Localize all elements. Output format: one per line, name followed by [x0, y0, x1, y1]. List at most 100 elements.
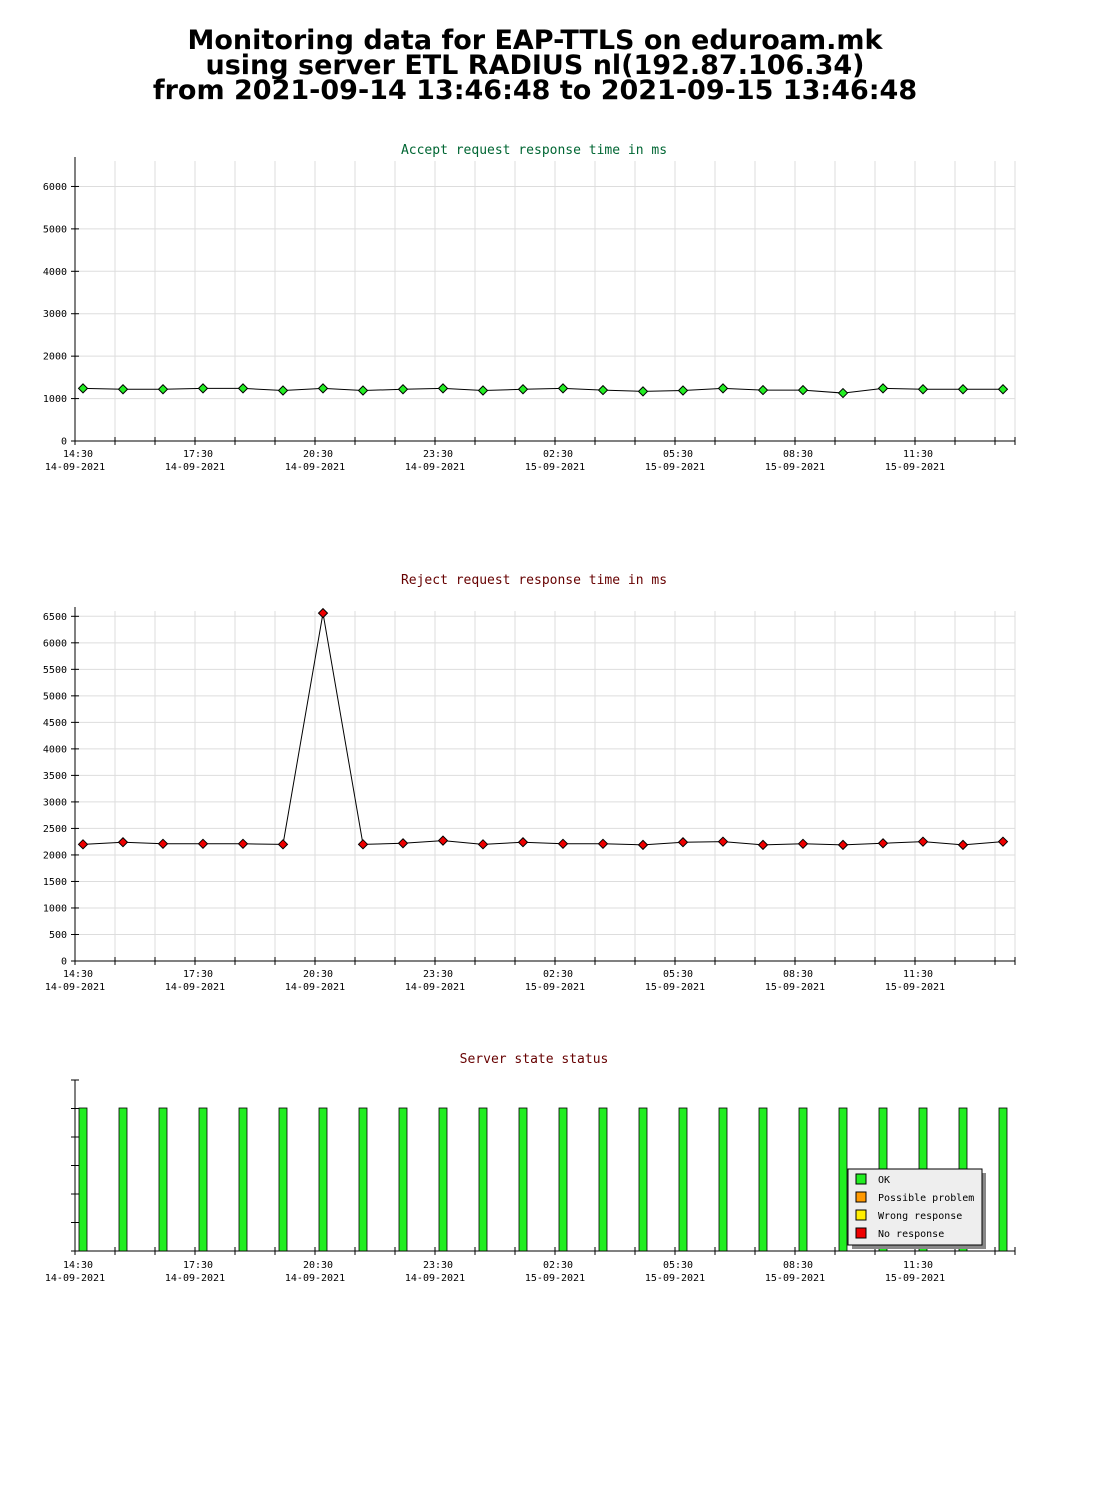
reject-chart-data-point: [277, 839, 289, 850]
reject-chart-y-tick-label: 6500: [43, 612, 67, 623]
accept-chart-series-line: [82, 387, 1003, 394]
status-chart-bar: [358, 1107, 368, 1252]
status-chart-bar: [78, 1107, 88, 1252]
reject-chart-data-point: [997, 836, 1009, 847]
status-chart-x-tick-time: 20:30: [303, 1260, 333, 1271]
status-chart-bar: [558, 1107, 568, 1252]
reject-chart-data-point: [77, 839, 89, 850]
status-chart-bar: [438, 1107, 448, 1252]
reject-chart-x-tick-time: 14:30: [63, 969, 93, 980]
accept-chart-x-tick-date: 15-09-2021: [645, 462, 705, 473]
reject-chart-y-tick-label: 5500: [43, 665, 67, 676]
reject-chart-x-tick-date: 15-09-2021: [885, 982, 945, 993]
status-chart-bar: [758, 1107, 768, 1252]
reject-chart-x-tick-date: 14-09-2021: [45, 982, 105, 993]
status-chart-x-tick-date: 14-09-2021: [405, 1273, 465, 1284]
reject-chart-x-tick-date: 15-09-2021: [765, 982, 825, 993]
accept-chart-data-point: [677, 385, 689, 396]
status-chart-x-tick-time: 08:30: [783, 1260, 813, 1271]
status-chart-x-tick-date: 14-09-2021: [45, 1273, 105, 1284]
reject-chart-data-point: [237, 838, 249, 850]
status-chart-legend-label: No response: [878, 1229, 944, 1240]
page-title-line2: using server ETL RADIUS nl(192.87.106.34…: [205, 50, 865, 81]
accept-chart-y-tick-label: 1000: [43, 394, 67, 405]
accept-chart-x-tick-time: 05:30: [663, 449, 693, 460]
accept-chart-x-tick-time: 17:30: [183, 449, 213, 460]
reject-chart-x-tick-date: 14-09-2021: [165, 982, 225, 993]
reject-chart-data-point: [557, 838, 569, 850]
reject-chart-x-tick-time: 05:30: [663, 969, 693, 980]
accept-chart-data-point: [517, 384, 529, 395]
accept-chart-y-tick-label: 4000: [43, 267, 67, 278]
accept-chart-x-tick-date: 14-09-2021: [45, 462, 105, 473]
status-chart-x-tick-date: 14-09-2021: [165, 1273, 225, 1284]
reject-chart-data-point: [117, 837, 129, 848]
reject-chart-y-tick-label: 4500: [43, 718, 67, 729]
status-chart-bar: [518, 1107, 528, 1252]
accept-chart-data-point: [917, 384, 929, 395]
accept-chart-y-tick-label: 2000: [43, 352, 67, 363]
accept-chart-x-tick-time: 23:30: [423, 449, 453, 460]
accept-chart-data-point: [357, 385, 369, 396]
status-chart-title: Server state status: [460, 1052, 609, 1067]
status-chart-legend-label: OK: [878, 1175, 890, 1186]
accept-chart-y-tick-label: 6000: [43, 182, 67, 193]
accept-chart-data-point: [877, 383, 889, 394]
reject-chart-y-tick-label: 0: [61, 957, 67, 968]
reject-chart-y-tick-label: 6000: [43, 638, 67, 649]
accept-chart-data-point: [997, 384, 1009, 395]
accept-chart-data-point: [557, 383, 569, 394]
reject-chart-data-point: [317, 607, 329, 619]
status-chart-x-tick-time: 11:30: [903, 1260, 933, 1271]
status-chart-bar: [678, 1107, 688, 1252]
accept-chart-data-point: [597, 384, 609, 396]
accept-chart-y-tick-label: 0: [61, 437, 67, 448]
accept-chart-x-tick-time: 08:30: [783, 449, 813, 460]
accept-chart-data-point: [77, 383, 89, 394]
reject-chart-data-point: [517, 837, 529, 848]
reject-chart-x-tick-time: 08:30: [783, 969, 813, 980]
status-chart-bar: [718, 1107, 728, 1252]
reject-chart-data-point: [797, 838, 809, 850]
accept-chart-data-point: [157, 384, 169, 395]
status-chart-x-tick-time: 05:30: [663, 1260, 693, 1271]
accept-chart-data-point: [277, 385, 289, 396]
accept-chart-data-point: [237, 383, 249, 394]
reject-chart-y-tick-label: 500: [49, 930, 67, 941]
status-chart-x-tick-date: 15-09-2021: [765, 1273, 825, 1284]
accept-chart-data-point: [837, 387, 849, 399]
status-chart-legend-box: [847, 1168, 983, 1246]
reject-chart-title: Reject request response time in ms: [401, 573, 667, 588]
status-chart-bar: [158, 1107, 168, 1252]
reject-chart-data-point: [157, 838, 169, 850]
reject-chart-data-point: [197, 838, 209, 850]
reject-chart-x-tick-time: 02:30: [543, 969, 573, 980]
reject-chart-x-tick-date: 14-09-2021: [405, 982, 465, 993]
status-chart-legend-swatch: [855, 1227, 867, 1239]
reject-chart-y-tick-label: 4000: [43, 744, 67, 755]
accept-chart-data-point: [757, 384, 769, 396]
status-chart-legend-label: Possible problem: [878, 1193, 974, 1204]
status-chart-bar: [198, 1107, 208, 1252]
reject-chart-data-point: [357, 839, 369, 850]
accept-chart-data-point: [957, 384, 969, 395]
reject-chart-y-tick-label: 1500: [43, 877, 67, 888]
status-chart-legend-swatch: [855, 1173, 867, 1185]
accept-chart-title: Accept request response time in ms: [401, 143, 667, 158]
status-chart-bar: [838, 1107, 848, 1252]
reject-chart-y-tick-label: 5000: [43, 691, 67, 702]
status-chart-bar: [798, 1107, 808, 1252]
reject-chart-x-tick-time: 20:30: [303, 969, 333, 980]
accept-chart-x-tick-date: 15-09-2021: [765, 462, 825, 473]
reject-chart-series-line: [82, 613, 1004, 846]
reject-chart-y-tick-label: 2000: [43, 850, 67, 861]
status-chart-x-tick-date: 15-09-2021: [645, 1273, 705, 1284]
accept-chart-x-tick-time: 20:30: [303, 449, 333, 460]
accept-chart-y-tick-label: 5000: [43, 224, 67, 235]
reject-chart-data-point: [957, 839, 969, 851]
status-chart-x-tick-time: 14:30: [63, 1260, 93, 1271]
accept-chart-x-tick-date: 15-09-2021: [885, 462, 945, 473]
reject-chart-x-tick-time: 23:30: [423, 969, 453, 980]
reject-chart-data-point: [597, 838, 609, 850]
